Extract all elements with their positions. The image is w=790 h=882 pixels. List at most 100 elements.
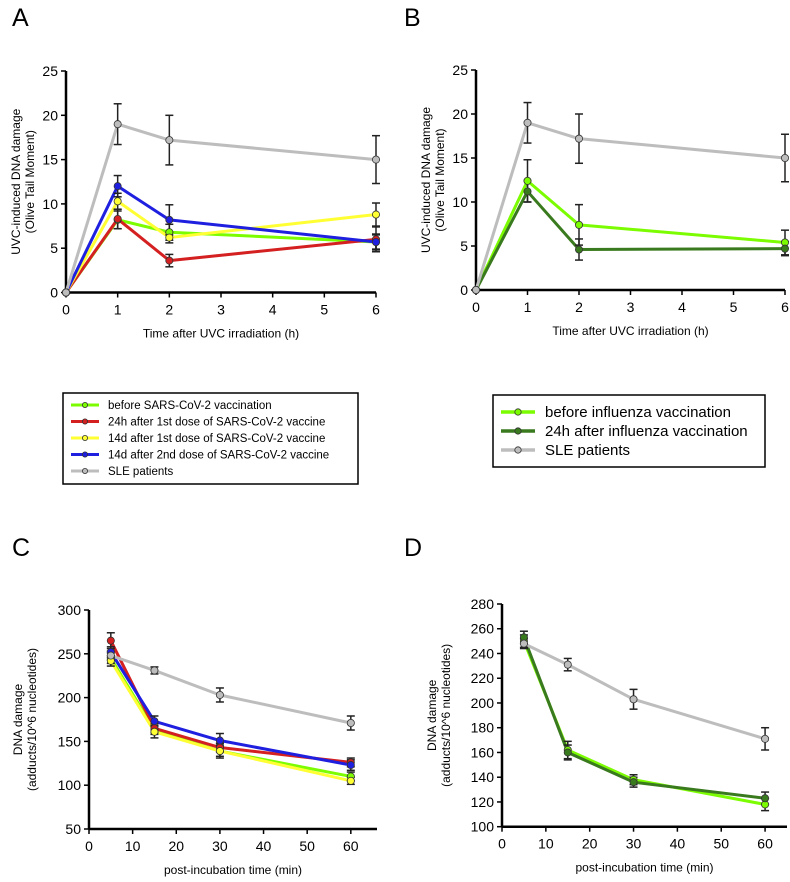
legend-label: SLE patients <box>108 466 173 478</box>
x-axis-title: Time after UVC irradiation (h) <box>552 324 708 338</box>
legend-swatch-marker <box>82 434 89 441</box>
series-line-dark-green <box>522 636 766 800</box>
legend-label: 24h after influenza vaccination <box>545 423 748 440</box>
y-tick-label: 0 <box>50 285 58 301</box>
legend-swatch-marker <box>514 427 522 435</box>
data-point-dark-green <box>563 748 572 757</box>
y-tick-label: 5 <box>50 240 58 256</box>
legend-label: 24h after 1st dose of SARS-CoV-2 vaccine <box>108 417 325 429</box>
x-tick-label: 5 <box>730 299 738 315</box>
data-point-red <box>113 214 122 223</box>
data-point-red <box>106 636 115 645</box>
data-point-blue <box>113 182 122 191</box>
data-point-gray <box>761 734 770 743</box>
y-tick-label: 25 <box>452 62 468 78</box>
data-point-gray <box>113 120 122 129</box>
y-tick-label: 200 <box>58 690 82 706</box>
data-point-light-green <box>523 176 532 185</box>
data-point-gray <box>346 719 355 728</box>
y-tick-label: 220 <box>471 670 495 686</box>
data-point-gray <box>62 288 71 297</box>
y-tick-label: 180 <box>471 720 495 736</box>
y-axis-title-line: UVC-induced DNA damage <box>9 108 23 254</box>
panel-letter-d: D <box>404 534 422 562</box>
legend-b: before influenza vaccination 24h after in… <box>492 394 766 468</box>
legend-a: before SARS-CoV-2 vaccination 24h after 1… <box>62 392 359 485</box>
y-tick-label: 160 <box>471 744 495 760</box>
data-point-gray <box>165 136 174 145</box>
x-tick-label: 6 <box>781 299 789 315</box>
x-tick-label: 20 <box>168 838 184 854</box>
y-tick-label: 240 <box>471 645 495 661</box>
legend-item: before influenza vaccination <box>501 404 731 421</box>
legend-box <box>492 394 766 468</box>
legend-swatch-marker <box>82 401 89 408</box>
x-tick-label: 60 <box>757 836 773 852</box>
y-tick-label: 250 <box>58 646 82 662</box>
y-tick-label: 260 <box>471 621 495 637</box>
x-tick-label: 50 <box>299 838 315 854</box>
x-axis-title: post-incubation time (min) <box>164 863 302 877</box>
x-tick-label: 2 <box>575 299 583 315</box>
y-axis-title-line: (Olive Tail Moment) <box>23 130 37 233</box>
data-point-yellow <box>371 210 380 219</box>
y-axis-title-line: (Olive Tail Moment) <box>433 128 447 231</box>
series-line-blue <box>64 184 377 294</box>
series-line-gray <box>110 654 352 725</box>
legend-label: 14d after 1st dose of SARS-CoV-2 vaccine <box>108 433 325 445</box>
x-tick-label: 2 <box>165 302 173 318</box>
x-tick-label: 3 <box>217 302 225 318</box>
series-line-red <box>64 217 377 294</box>
y-tick-label: 15 <box>42 152 58 168</box>
x-tick-label: 1 <box>114 302 122 318</box>
x-axis-title: Time after UVC irradiation (h) <box>143 327 299 341</box>
data-point-gray <box>106 651 115 660</box>
series-line-gray <box>523 642 766 741</box>
x-tick-label: 0 <box>62 302 70 318</box>
data-point-gray <box>471 285 480 294</box>
x-tick-label: 0 <box>472 299 480 315</box>
data-point-light-green <box>575 220 584 229</box>
data-point-dark-green <box>761 794 770 803</box>
data-point-blue <box>346 761 355 770</box>
panel-letter-a: A <box>12 4 29 32</box>
x-tick-label: 5 <box>320 302 328 318</box>
x-tick-label: 60 <box>343 838 359 854</box>
x-tick-label: 6 <box>372 302 380 318</box>
x-tick-label: 10 <box>538 836 554 852</box>
legend-item: 14d after 2nd dose of SARS-CoV-2 vaccine <box>71 450 329 462</box>
y-tick-label: 100 <box>58 777 82 793</box>
x-tick-label: 40 <box>256 838 272 854</box>
series-line-dark-green <box>474 189 786 291</box>
data-point-blue <box>150 717 159 726</box>
data-point-gray <box>215 690 224 699</box>
data-point-yellow <box>113 197 122 206</box>
legend-item: 24h after influenza vaccination <box>501 423 748 440</box>
y-tick-label: 20 <box>42 107 58 123</box>
x-tick-label: 30 <box>626 836 642 852</box>
series-line-red <box>109 639 351 764</box>
panel-letter-b: B <box>404 4 421 32</box>
legend-swatch-marker <box>82 467 89 474</box>
x-tick-label: 40 <box>670 836 686 852</box>
chart-panel-a: 0 5 10 15 20 25 0 1 2 3 4 5 6 Time after UVC irradiat… <box>9 63 380 341</box>
data-point-gray <box>150 666 159 675</box>
y-tick-label: 5 <box>460 238 468 254</box>
y-tick-label: 150 <box>58 733 82 749</box>
legend-item: 24h after 1st dose of SARS-CoV-2 vaccine <box>71 417 325 429</box>
legend-swatch-marker <box>514 408 522 416</box>
y-tick-label: 120 <box>471 794 495 810</box>
panel-letter-c: C <box>12 534 30 562</box>
legend-item: 14d after 1st dose of SARS-CoV-2 vaccine <box>71 433 325 445</box>
y-tick-label: 0 <box>460 282 468 298</box>
legend-label: before SARS-CoV-2 vaccination <box>108 400 272 412</box>
legend-swatch-marker <box>82 451 89 458</box>
x-tick-label: 50 <box>713 836 729 852</box>
y-tick-label: 200 <box>471 695 495 711</box>
y-tick-label: 20 <box>452 106 468 122</box>
data-point-gray <box>563 660 572 669</box>
legend-label: 14d after 2nd dose of SARS-CoV-2 vaccine <box>108 450 329 462</box>
x-tick-label: 4 <box>269 302 277 318</box>
y-tick-label: 50 <box>65 821 81 837</box>
